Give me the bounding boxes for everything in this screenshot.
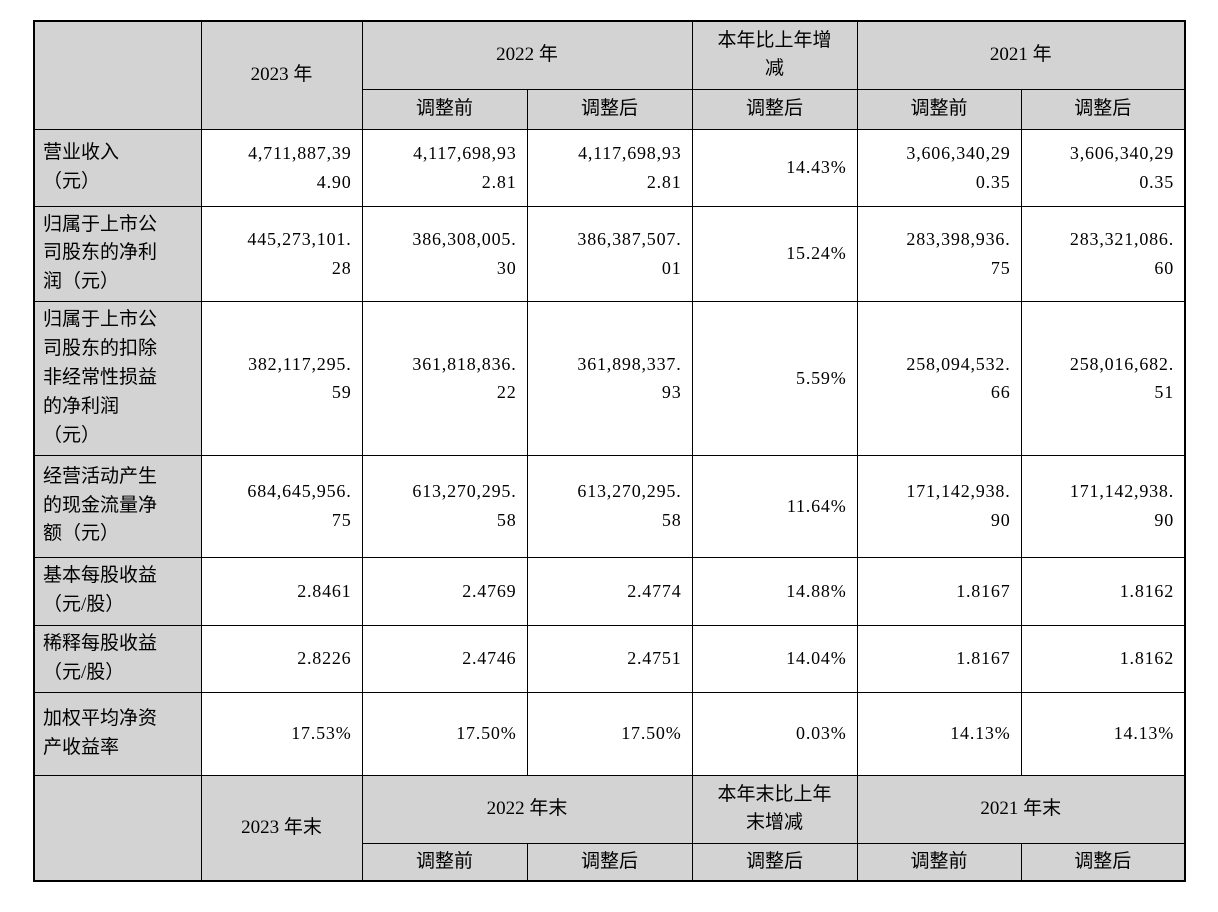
header-yearend-change: 本年末比上年 末增减 xyxy=(691,774,858,844)
data-cell: 2.4746 xyxy=(361,624,528,693)
subheader-2021-before: 调整前 xyxy=(856,88,1022,130)
data-cell: 2.8226 xyxy=(200,624,363,693)
data-cell: 4,117,698,93 2.81 xyxy=(526,128,693,207)
row-label-weighted-avg-roe: 加权平均净资 产收益率 xyxy=(33,691,202,776)
bottom-header-row-2: 调整前 调整后 调整后 调整前 调整后 xyxy=(34,842,1186,882)
data-cell: 17.50% xyxy=(361,691,528,776)
data-cell: 4,711,887,39 4.90 xyxy=(200,128,363,207)
table-row: 稀释每股收益 （元/股） 2.8226 2.4746 2.4751 14.04%… xyxy=(33,624,1186,693)
data-cell: 386,308,005. 30 xyxy=(361,205,528,303)
data-cell: 14.43% xyxy=(691,128,858,207)
header-2021-yearend: 2021 年末 xyxy=(856,774,1186,844)
subheader-2021-yearend-after: 调整后 xyxy=(1020,842,1186,882)
data-cell: 258,094,532. 66 xyxy=(856,301,1022,456)
table-row: 加权平均净资 产收益率 17.53% 17.50% 17.50% 0.03% 1… xyxy=(33,691,1186,776)
header-2022-yearend: 2022 年末 xyxy=(361,774,693,844)
table-row: 营业收入 （元） 4,711,887,39 4.90 4,117,698,93 … xyxy=(33,128,1186,207)
header-2021: 2021 年 xyxy=(856,20,1186,90)
data-cell: 0.03% xyxy=(691,691,858,776)
data-cell: 258,016,682. 51 xyxy=(1020,301,1186,456)
corner-cell xyxy=(33,20,202,130)
data-cell: 283,321,086. 60 xyxy=(1020,205,1186,303)
data-cell: 1.8162 xyxy=(1020,624,1186,693)
row-label-diluted-eps: 稀释每股收益 （元/股） xyxy=(33,624,202,693)
data-cell: 17.53% xyxy=(200,691,363,776)
data-cell: 2.4774 xyxy=(526,556,693,626)
data-cell: 17.50% xyxy=(526,691,693,776)
subheader-2021-yearend-before: 调整前 xyxy=(856,842,1022,882)
data-cell: 1.8167 xyxy=(856,624,1022,693)
header-2023-yearend: 2023 年末 xyxy=(200,774,363,882)
data-cell: 2.4751 xyxy=(526,624,693,693)
data-cell: 2.4769 xyxy=(361,556,528,626)
data-cell: 171,142,938. 90 xyxy=(856,454,1022,558)
subheader-2022-yearend-after: 调整后 xyxy=(526,842,693,882)
subheader-2022-after: 调整后 xyxy=(526,88,693,130)
data-cell: 3,606,340,29 0.35 xyxy=(856,128,1022,207)
header-2023: 2023 年 xyxy=(200,20,363,130)
row-label-operating-cash-flow: 经营活动产生 的现金流量净 额（元） xyxy=(33,454,202,558)
data-cell: 1.8162 xyxy=(1020,556,1186,626)
data-cell: 2.8461 xyxy=(200,556,363,626)
data-cell: 613,270,295. 58 xyxy=(526,454,693,558)
row-label-net-profit-excl-nonrecurring: 归属于上市公 司股东的扣除 非经常性损益 的净利润 （元） xyxy=(33,301,202,456)
data-cell: 14.13% xyxy=(1020,691,1186,776)
subheader-2022-before: 调整前 xyxy=(361,88,528,130)
row-label-basic-eps: 基本每股收益 （元/股） xyxy=(33,556,202,626)
subheader-yearend-change-after: 调整后 xyxy=(691,842,858,882)
header-yoy-change: 本年比上年增 减 xyxy=(691,20,858,90)
data-cell: 14.04% xyxy=(691,624,858,693)
subheader-2021-after: 调整后 xyxy=(1020,88,1186,130)
top-header-row-1: 2023 年 2022 年 本年比上年增 减 2021 年 xyxy=(33,20,1186,130)
header-2022: 2022 年 xyxy=(361,20,693,90)
top-header-row-2: 调整前 调整后 调整后 调整前 调整后 xyxy=(34,88,1186,130)
data-cell: 4,117,698,93 2.81 xyxy=(361,128,528,207)
table-row: 基本每股收益 （元/股） 2.8461 2.4769 2.4774 14.88%… xyxy=(33,556,1186,626)
row-label-operating-revenue: 营业收入 （元） xyxy=(33,128,202,207)
row-label-net-profit: 归属于上市公 司股东的净利 润（元） xyxy=(33,205,202,303)
data-cell: 11.64% xyxy=(691,454,858,558)
data-cell: 1.8167 xyxy=(856,556,1022,626)
data-cell: 15.24% xyxy=(691,205,858,303)
data-cell: 283,398,936. 75 xyxy=(856,205,1022,303)
table-row: 归属于上市公 司股东的扣除 非经常性损益 的净利润 （元） 382,117,29… xyxy=(33,301,1186,456)
subheader-2022-yearend-before: 调整前 xyxy=(361,842,528,882)
financial-summary-table: 2023 年 2022 年 本年比上年增 减 2021 年 调整前 调整后 调整… xyxy=(33,20,1187,882)
data-cell: 361,818,836. 22 xyxy=(361,301,528,456)
data-cell: 684,645,956. 75 xyxy=(200,454,363,558)
bottom-header-row-1: 2023 年末 2022 年末 本年末比上年 末增减 2021 年末 xyxy=(33,774,1186,882)
data-cell: 3,606,340,29 0.35 xyxy=(1020,128,1186,207)
data-cell: 14.13% xyxy=(856,691,1022,776)
data-cell: 382,117,295. 59 xyxy=(200,301,363,456)
data-cell: 171,142,938. 90 xyxy=(1020,454,1186,558)
data-cell: 14.88% xyxy=(691,556,858,626)
data-cell: 361,898,337. 93 xyxy=(526,301,693,456)
data-cell: 5.59% xyxy=(691,301,858,456)
subheader-change-after: 调整后 xyxy=(691,88,858,130)
table-row: 归属于上市公 司股东的净利 润（元） 445,273,101. 28 386,3… xyxy=(33,205,1186,303)
data-cell: 445,273,101. 28 xyxy=(200,205,363,303)
data-cell: 386,387,507. 01 xyxy=(526,205,693,303)
data-cell: 613,270,295. 58 xyxy=(361,454,528,558)
table-row: 经营活动产生 的现金流量净 额（元） 684,645,956. 75 613,2… xyxy=(33,454,1186,558)
corner-cell-bottom xyxy=(33,774,202,882)
